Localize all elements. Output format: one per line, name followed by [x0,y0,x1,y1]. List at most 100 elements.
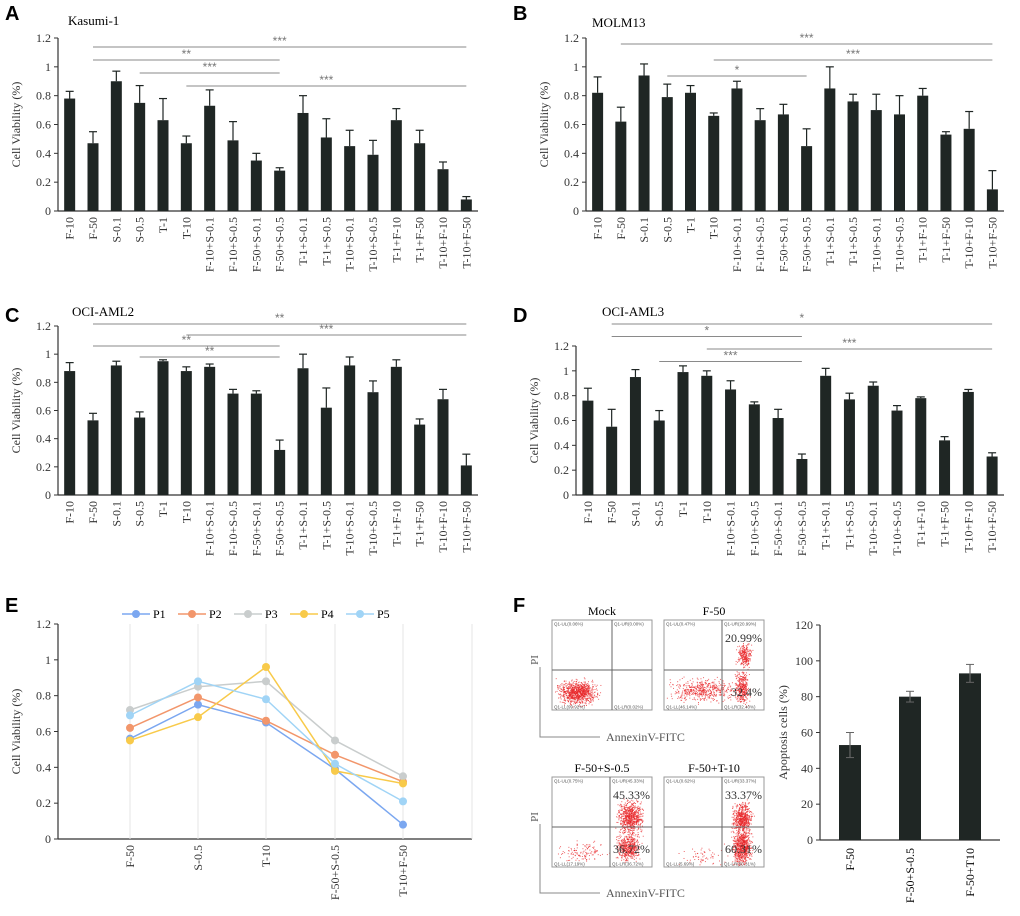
event-dot [718,702,720,704]
event-dot [585,856,587,858]
event-dot [733,854,735,856]
event-dot [624,812,626,814]
event-dot [746,822,748,824]
event-dot [698,690,700,692]
event-dot [744,831,746,833]
event-dot [683,698,685,700]
event-dot [632,811,634,813]
event-dot [669,684,671,686]
event-dot [629,833,631,835]
event-dot [633,850,635,852]
event-dot [624,855,626,857]
event-dot [631,811,633,813]
event-dot [669,679,671,681]
event-dot [629,829,631,831]
event-dot [635,811,637,813]
event-dot [591,690,593,692]
event-dot [712,688,714,690]
event-dot [738,680,740,682]
event-dot [630,809,632,811]
event-dot [635,818,637,820]
event-dot [683,684,685,686]
event-dot [623,850,625,852]
event-dot [732,805,734,807]
event-dot [582,692,584,694]
event-dot [634,818,636,820]
event-dot [630,846,632,848]
event-dot [587,844,589,846]
event-dot [631,846,633,848]
event-dot [593,696,595,698]
event-dot [586,699,588,701]
event-dot [584,689,586,691]
event-dot [733,820,735,822]
event-dot [573,680,575,682]
event-dot [591,681,593,683]
event-dot [587,695,589,697]
event-dot [638,848,640,850]
event-dot [736,849,738,851]
event-dot [577,690,579,692]
event-dot [630,827,632,829]
event-dot [617,804,619,806]
event-dot [740,655,742,657]
event-dot [744,691,746,693]
event-dot [744,688,746,690]
event-dot [735,835,737,837]
event-dot [633,816,635,818]
event-dot [742,802,744,804]
event-dot [742,660,744,662]
data-point-p4 [194,713,202,722]
event-dot [698,687,700,689]
event-dot [570,693,572,695]
event-dot [637,834,639,836]
event-dot [630,825,632,827]
event-dot [722,694,724,696]
event-dot [601,853,603,855]
bar [460,465,472,495]
data-point-p3 [331,736,339,745]
event-dot [564,704,566,706]
event-dot [619,816,621,818]
event-dot [582,853,584,855]
event-dot [633,822,635,824]
event-dot [744,657,746,659]
event-dot [565,686,567,688]
event-dot [750,853,752,855]
event-dot [712,698,714,700]
x-tick-label: F-50+S-0.5 [795,501,809,556]
event-dot [749,828,751,830]
event-dot [739,694,741,696]
event-dot [717,687,719,689]
event-dot [746,799,748,801]
event-dot [569,691,571,693]
event-dot [625,815,627,817]
event-dot [732,807,734,809]
event-dot [625,830,627,832]
event-dot [627,828,629,830]
event-dot [575,699,577,701]
event-dot [619,852,621,854]
event-dot [747,650,749,652]
event-dot [685,682,687,684]
event-dot [741,685,743,687]
event-dot [599,854,601,856]
event-dot [559,847,561,849]
event-dot [740,821,742,823]
event-dot [736,810,738,812]
event-dot [742,852,744,854]
event-dot [622,846,624,848]
event-dot [737,805,739,807]
event-dot [727,697,729,699]
event-dot [737,860,739,862]
significance-label: ** [182,47,192,61]
event-dot [738,684,740,686]
x-tick-label: S-0.1 [637,217,651,243]
event-dot [570,700,572,702]
event-dot [628,846,630,848]
event-dot [718,689,720,691]
event-dot [740,842,742,844]
event-dot [746,818,748,820]
event-dot [565,692,567,694]
event-dot [618,811,620,813]
